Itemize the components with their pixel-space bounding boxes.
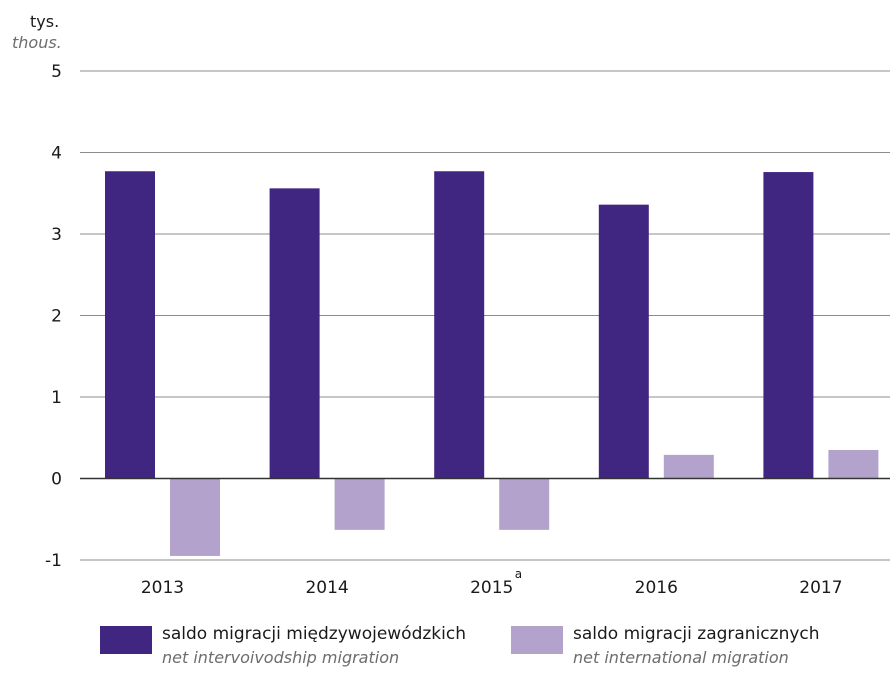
x-tick-label: 2016 — [635, 578, 678, 598]
legend-label-international: saldo migracji zagranicznych — [573, 624, 820, 644]
bar-international — [499, 478, 550, 530]
legend-label-intervoivodship-english: net intervoivodship migration — [162, 648, 400, 667]
bar-international — [334, 478, 385, 530]
y-tick-label: 2 — [51, 307, 62, 327]
legend-swatch-intervoivodship — [100, 626, 152, 654]
legend-label-intervoivodship: saldo migracji międzywojewódzkich — [162, 624, 466, 644]
bar-intervoivodship — [269, 188, 320, 479]
bar-international — [828, 449, 879, 479]
bar-international — [170, 478, 220, 556]
bar-intervoivodship — [598, 204, 649, 479]
x-tick-label: 2014 — [305, 578, 348, 598]
y-tick-label: 3 — [51, 225, 62, 245]
x-tick-footnote-marker: a — [515, 567, 522, 581]
y-tick-label: 1 — [51, 388, 62, 408]
legend-label-international-english: net international migration — [573, 648, 789, 667]
y-tick-label: 4 — [51, 144, 62, 164]
gridlines — [80, 70, 890, 561]
bar-intervoivodship — [434, 171, 485, 479]
x-tick-label: 2017 — [799, 578, 842, 598]
bar-intervoivodship — [763, 172, 814, 479]
x-tick-label: 2015 — [470, 578, 513, 598]
bar-intervoivodship — [105, 171, 155, 479]
y-axis-unit-label: tys. — [30, 12, 60, 31]
bars — [105, 171, 879, 556]
bar-international — [663, 454, 714, 479]
y-tick-label: 5 — [51, 62, 62, 82]
x-tick-label: 2013 — [141, 578, 184, 598]
y-axis-unit-label-english: thous. — [12, 33, 62, 52]
legend-swatch-international — [511, 626, 563, 654]
y-tick-label: -1 — [45, 551, 62, 571]
y-tick-label: 0 — [51, 470, 62, 490]
